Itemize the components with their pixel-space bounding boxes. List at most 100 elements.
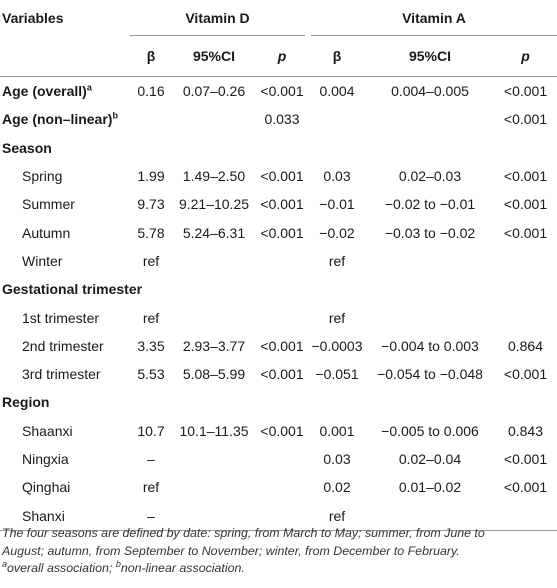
va-p-cell xyxy=(494,303,557,331)
section-row: Season xyxy=(0,134,557,162)
footnote-marker-b: b xyxy=(115,558,121,569)
vd-p-cell xyxy=(256,275,308,303)
vd-ci-cell xyxy=(172,247,256,275)
section-row: Gestational trimester xyxy=(0,275,557,303)
va-ci-cell xyxy=(366,275,494,303)
variable-label-text: 1st trimester xyxy=(22,309,100,326)
variable-label-text: Age (non–linear) xyxy=(2,111,113,128)
vd-ci-header: 95%CI xyxy=(172,35,256,77)
footnote-marker: a xyxy=(86,82,92,93)
vd-beta-cell: 9.73 xyxy=(137,196,165,213)
va-p-cell xyxy=(494,388,557,416)
table-row: Spring 1.99 1.49–2.50 <0.001 0.03 0.02–0.03 <0… xyxy=(0,162,557,190)
season-definition-note-cont: August; autumn, from September to Novemb… xyxy=(2,543,460,558)
va-beta-cell: 0.001 xyxy=(319,422,355,439)
va-beta-cell: −0.0003 xyxy=(311,337,363,354)
regression-table: Variables Vitamin D Vitamin A β 95%CI p … xyxy=(0,0,557,531)
va-p-cell xyxy=(494,501,557,531)
vd-ci-cell xyxy=(172,275,256,303)
vd-p-cell: <0.001 xyxy=(260,224,304,241)
va-beta-cell xyxy=(308,134,366,162)
va-beta-cell: 0.004 xyxy=(319,83,355,100)
vd-p-cell: <0.001 xyxy=(260,168,304,185)
va-ci-cell: 0.01–0.02 xyxy=(398,479,462,496)
vd-beta-cell: 3.35 xyxy=(137,337,165,354)
va-p-cell: <0.001 xyxy=(503,111,548,128)
va-ci-cell: 0.02–0.04 xyxy=(398,451,462,467)
results-table-container: Variables Vitamin D Vitamin A β 95%CI p … xyxy=(0,0,557,531)
va-p-cell: <0.001 xyxy=(503,479,548,496)
variable-label-text: 3rd trimester xyxy=(22,366,101,383)
variable-label: Age (non–linear)b xyxy=(0,105,130,133)
table-header: Variables Vitamin D Vitamin A β 95%CI p … xyxy=(0,0,557,77)
va-beta-cell xyxy=(308,275,366,303)
va-ci-cell xyxy=(366,388,494,416)
va-p-cell xyxy=(494,275,557,303)
vd-ci-cell xyxy=(172,501,256,531)
vd-p-cell: <0.001 xyxy=(260,337,304,354)
variable-label: Age (overall)a xyxy=(0,77,130,106)
table-row: Age (non–linear)b 0.033 <0.001 xyxy=(0,105,557,133)
vd-p-cell: <0.001 xyxy=(260,422,304,439)
variable-label-text: Shanxi xyxy=(22,507,65,524)
footnote-marker: b xyxy=(112,110,118,121)
section-label: Season xyxy=(0,134,130,162)
va-beta-cell: ref xyxy=(328,309,346,326)
section-label: Region xyxy=(0,388,130,416)
vd-ci-cell xyxy=(172,388,256,416)
va-p-cell: <0.001 xyxy=(503,168,548,185)
vitamin-a-group-header: Vitamin A xyxy=(305,0,557,36)
variable-label-text: 2nd trimester xyxy=(22,337,104,354)
va-ci-cell xyxy=(366,134,494,162)
vd-beta-cell: 0.16 xyxy=(137,83,165,100)
section-row: Region xyxy=(0,388,557,416)
variable-label-text: Summer xyxy=(22,196,75,213)
va-beta-cell: 0.03 xyxy=(323,451,351,467)
vd-p-cell xyxy=(256,134,308,162)
variables-header: Variables xyxy=(0,0,130,77)
vd-p-cell: 0.033 xyxy=(264,111,300,128)
va-beta-cell: −0.051 xyxy=(315,366,359,383)
vd-beta-cell xyxy=(130,134,172,162)
variable-label: Spring xyxy=(0,162,130,190)
vd-beta-cell: 1.99 xyxy=(137,168,165,185)
va-ci-cell: −0.004 to 0.003 xyxy=(381,337,479,354)
vd-ci-cell xyxy=(172,445,256,473)
association-legend: aoverall association; bnon-linear associ… xyxy=(2,558,555,578)
table-footnotes: The four seasons are defined by date: sp… xyxy=(2,525,555,578)
vd-ci-cell xyxy=(172,105,256,133)
season-definition-note: The four seasons are defined by date: sp… xyxy=(2,526,485,540)
va-beta-cell xyxy=(308,105,366,133)
variable-label-text: Qinghai xyxy=(22,479,71,496)
va-p-cell xyxy=(494,134,557,162)
variable-label: Summer xyxy=(0,190,130,218)
table-row: 2nd trimester 3.35 2.93–3.77 <0.001 −0.0003 −… xyxy=(0,332,557,360)
variable-label-text: Shaanxi xyxy=(22,422,73,439)
variable-label-text: Spring xyxy=(22,168,63,185)
vd-ci-cell: 5.24–6.31 xyxy=(182,224,246,241)
vd-p-cell: <0.001 xyxy=(260,366,304,383)
footnote-marker-a: a xyxy=(2,558,8,569)
vd-ci-cell xyxy=(172,303,256,331)
vd-beta-cell: 5.53 xyxy=(137,366,165,383)
va-p-header: p xyxy=(494,35,557,77)
variable-label: 1st trimester xyxy=(0,303,130,331)
variable-label: 3rd trimester xyxy=(0,360,130,388)
va-ci-cell xyxy=(366,247,494,275)
va-p-cell: <0.001 xyxy=(503,83,548,100)
vd-ci-cell: 2.93–3.77 xyxy=(182,337,246,354)
va-ci-cell: 0.004–0.005 xyxy=(391,83,469,100)
vd-ci-cell xyxy=(172,473,256,501)
footnote-a-text: overall association; xyxy=(7,561,113,575)
table-row: 3rd trimester 5.53 5.08–5.99 <0.001 −0.051 −0… xyxy=(0,360,557,388)
va-beta-cell: −0.01 xyxy=(319,196,355,213)
va-p-cell xyxy=(494,247,557,275)
table-row: Summer 9.73 9.21–10.25 <0.001 −0.01 −0.02 to … xyxy=(0,190,557,218)
variable-label-text: Season xyxy=(2,139,52,156)
vd-p-cell xyxy=(256,473,308,501)
footnote-b-text: non-linear association. xyxy=(120,561,245,575)
va-ci-cell xyxy=(366,501,494,531)
va-p-cell: 0.864 xyxy=(507,337,544,354)
vd-beta-cell xyxy=(130,388,172,416)
vd-p-cell xyxy=(256,247,308,275)
